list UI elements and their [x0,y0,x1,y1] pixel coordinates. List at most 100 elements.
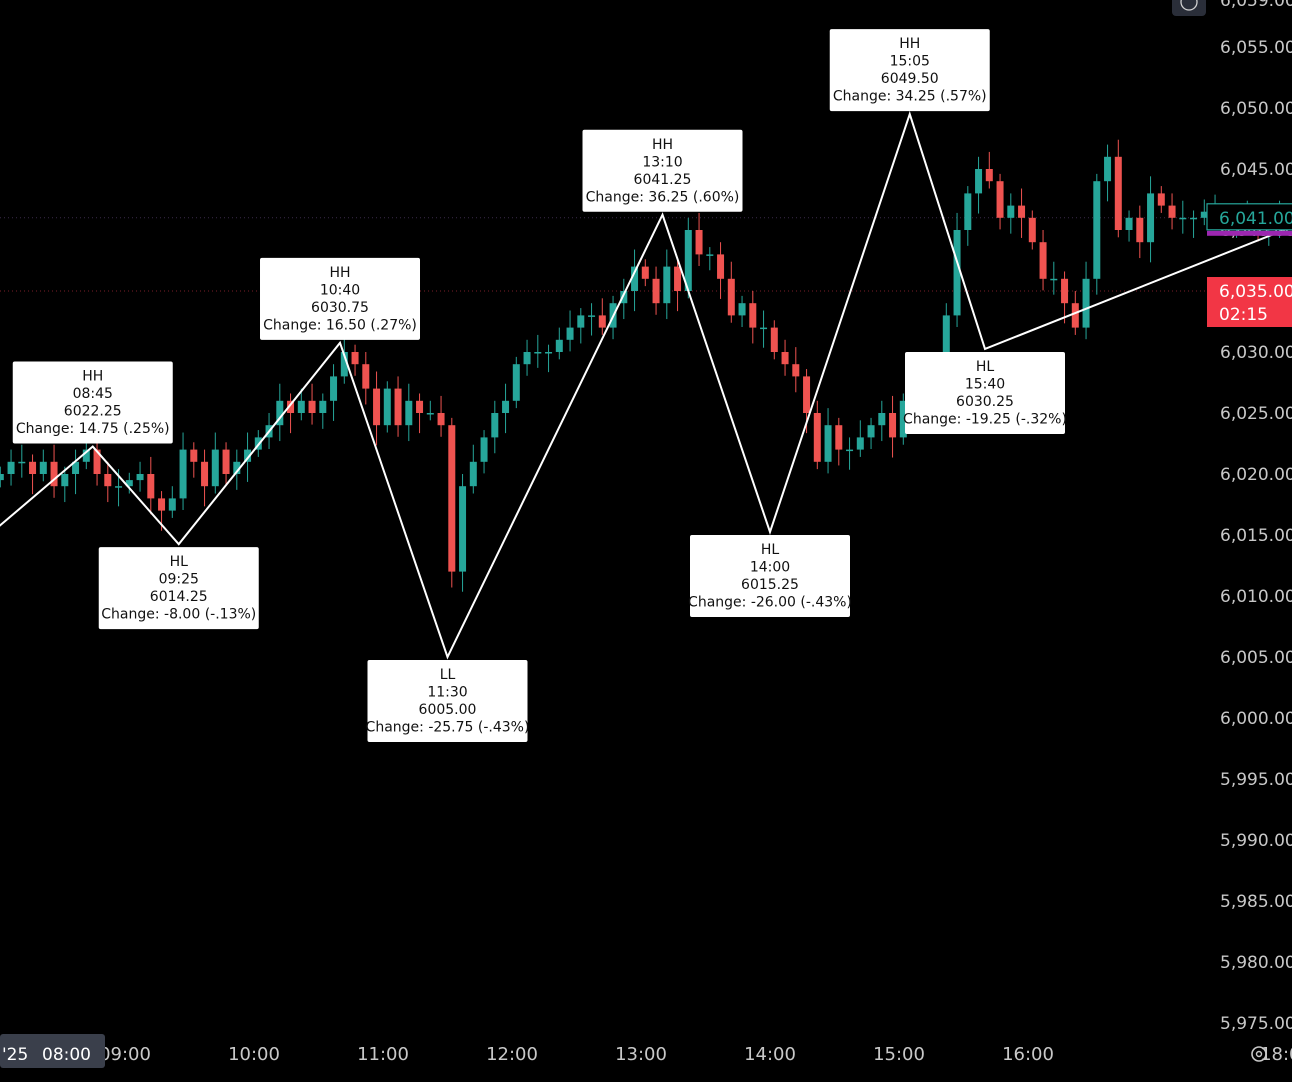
candle-body [555,339,563,352]
price-tick-label: 5,980.00 [1220,953,1292,973]
candle-body [469,461,477,487]
pivot-price: 6015.25 [741,577,799,593]
pivot-type: HL [761,542,780,558]
candle-body [566,327,574,340]
info-button[interactable] [1172,0,1206,16]
candle-body [1168,205,1176,218]
candle-body [813,413,821,462]
candle-body [652,278,660,304]
pivot-time: 15:40 [965,376,1005,392]
pivot-price: 6030.75 [311,300,369,316]
pivot-type: HH [652,137,673,153]
pivot-box [905,351,1066,434]
pivot-time: 11:30 [427,685,467,701]
price-tick-label: 6,005.00 [1220,648,1292,668]
candle-body [351,352,359,365]
candle-body [953,230,961,316]
pivot-price: 6049.50 [881,71,939,87]
candle-body [308,400,316,413]
candle-body [1093,181,1101,279]
candle-body [373,388,381,426]
candle-body [319,400,327,413]
candle-body [1071,303,1079,328]
candle-body [330,376,338,401]
time-tick-label: 12:00 [486,1044,538,1065]
pivot-change: Change: 34.25 (.57%) [833,89,987,105]
candle-body [792,364,800,377]
candle-body [1157,193,1165,206]
candle-body [93,449,101,474]
price-tick-label: 6,020.00 [1220,465,1292,485]
pivot-time: 15:05 [890,54,930,70]
pivot-price: 6030.25 [956,394,1014,410]
info-icon [1180,0,1198,11]
candle-body [803,376,811,413]
time-tick-label: 18:00 [1260,1044,1292,1065]
candle-body [534,352,542,354]
candle-body [942,315,950,377]
candle-body [136,474,144,481]
candle-body [383,388,391,426]
gear-icon[interactable] [1251,1046,1267,1062]
price-tick-label: 6,015.00 [1220,526,1292,546]
price-tick-label: 5,975.00 [1220,1014,1292,1034]
time-tick-label: 14:00 [744,1044,796,1065]
candle-body [985,169,993,182]
pivot-time: 09:25 [159,572,199,588]
candle-body [975,169,983,194]
pivot-type: HH [899,36,920,52]
price-tick-label: 5,985.00 [1220,892,1292,912]
candle-body [641,266,649,279]
candle-body [72,461,80,474]
candle-body [29,461,37,474]
candle-body [448,425,456,572]
candle-body [1147,193,1155,243]
candle-body [523,352,531,365]
candle-body [115,486,123,488]
candle-body [1007,205,1015,218]
candle-body [964,193,972,230]
candle-body [244,449,252,462]
candle-body [1179,217,1187,220]
candle-body [147,474,155,499]
candle-body [82,449,90,462]
time-tick-label: 09:00 [99,1044,151,1065]
candle-body [158,498,166,511]
time-axis[interactable]: 09:00 10:00 11:00 12:00 13:00 14:00 15:00 16:00… [0,1034,1292,1068]
pivot-price: 6022.25 [64,404,122,420]
candle-body [1028,217,1036,243]
candle-body [878,413,886,426]
pivot-time: 14:00 [750,559,790,575]
candle-body [125,480,133,487]
candle-body [211,449,219,487]
candle-body [717,254,725,279]
candle-body [674,266,682,291]
zigzag-layer [0,110,1292,660]
candle-body [179,449,187,499]
candle-body [502,400,510,413]
price-axis[interactable]: 6,055.006,050.006,045.006,040.006,035.00… [1206,38,1292,1034]
pivot-box [690,534,850,617]
pivot-box [260,257,421,340]
date-fragment-label: '25 [2,1045,28,1065]
candle-body [50,461,58,487]
candle-body [362,364,370,389]
price-tick-label: 5,990.00 [1220,831,1292,851]
candle-body [749,303,757,328]
candle-body [0,474,4,481]
candle-body [738,303,746,316]
pivot-change: Change: -8.00 (-.13%) [101,607,256,623]
pivot-box [367,660,528,742]
candle-body [201,461,209,487]
candle-body [727,278,735,316]
candle-body [437,413,445,426]
candle-body [706,254,714,256]
crosshair-time-label: 08:00 [42,1045,91,1065]
candle-body [663,266,671,304]
candle-body [168,498,176,511]
pivot-price: 6041.25 [634,172,692,188]
candle-body [1125,217,1133,230]
